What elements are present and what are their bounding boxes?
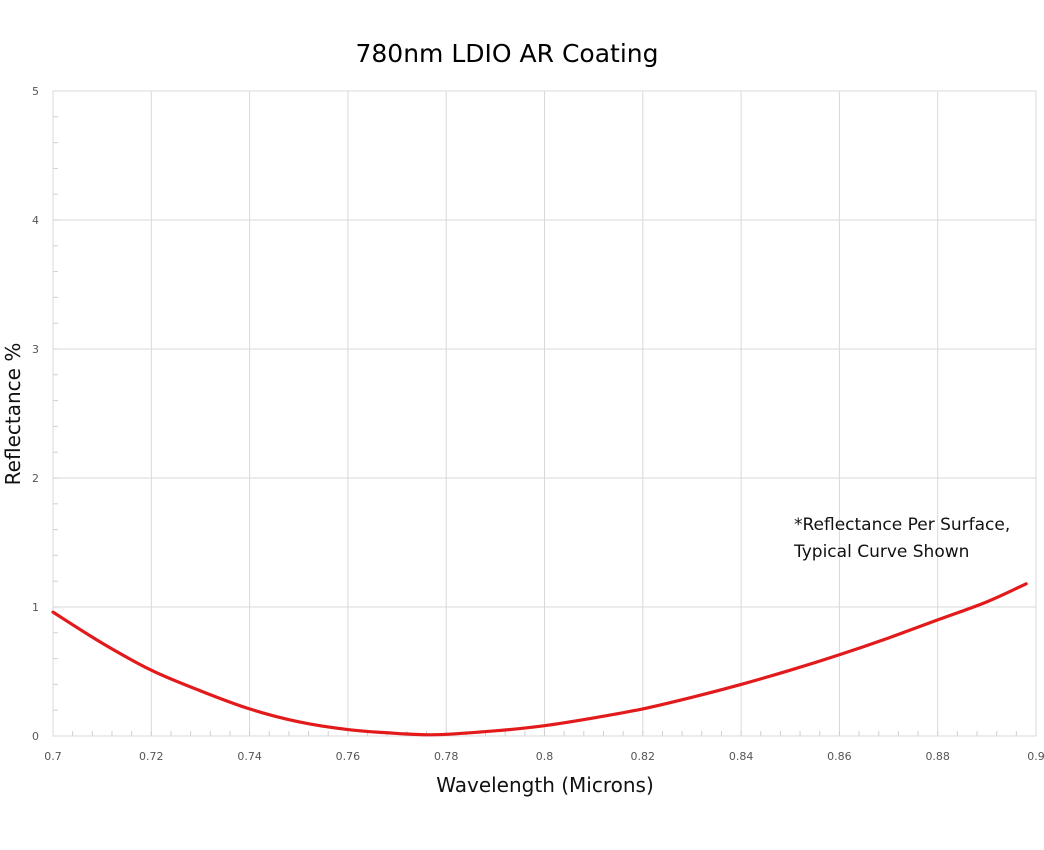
x-tick-label: 0.78 — [434, 750, 459, 763]
x-tick-label: 0.7 — [44, 750, 62, 763]
annotation-line-2: Typical Curve Shown — [793, 542, 969, 562]
x-axis-label: Wavelength (Microns) — [436, 773, 654, 797]
y-tick-labels: 0 1 2 3 4 5 — [32, 85, 39, 743]
x-tick-label: 0.8 — [536, 750, 554, 763]
x-tick-label: 0.74 — [237, 750, 262, 763]
y-axis-label: Reflectance % — [1, 343, 25, 486]
y-tick-label: 1 — [32, 601, 39, 614]
annotation-line-1: *Reflectance Per Surface, — [794, 515, 1010, 535]
x-tick-label: 0.72 — [139, 750, 164, 763]
y-tick-label: 0 — [32, 730, 39, 743]
x-tick-label: 0.88 — [925, 750, 950, 763]
x-tick-labels: 0.7 0.72 0.74 0.76 0.78 0.8 0.82 0.84 0.86 0.88 0.… — [44, 750, 1044, 763]
reflectance-curve — [51, 582, 1028, 737]
x-tick-label: 0.82 — [631, 750, 656, 763]
y-tick-label: 4 — [32, 214, 39, 227]
y-tick-label: 5 — [32, 85, 39, 98]
y-tick-label: 3 — [32, 343, 39, 356]
chart-title: 780nm LDIO AR Coating — [356, 39, 659, 68]
plot-area — [52, 90, 1037, 737]
x-tick-label: 0.9 — [1027, 750, 1044, 763]
x-tick-label: 0.84 — [729, 750, 754, 763]
series-layer — [51, 582, 1028, 737]
x-tick-label: 0.76 — [336, 750, 361, 763]
y-tick-label: 2 — [32, 472, 39, 485]
x-tick-label: 0.86 — [827, 750, 852, 763]
